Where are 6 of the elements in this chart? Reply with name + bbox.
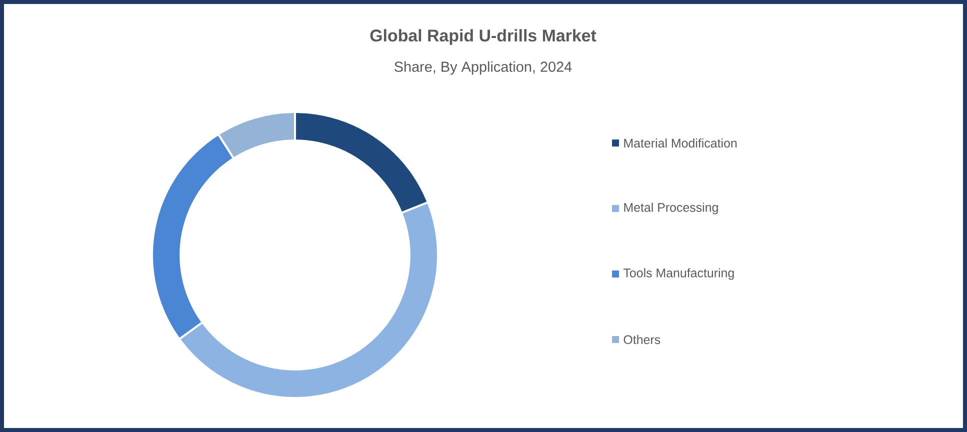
chart-subtitle: Share, By Application, 2024 (394, 61, 572, 75)
legend-label: Metal Processing (624, 202, 718, 214)
legend-label: Material Modification (624, 138, 737, 148)
legend-label: Others (624, 334, 660, 344)
legend-label: Tools Manufacturing (623, 268, 734, 280)
chart-title: Global Rapid U-drills Market (370, 29, 596, 45)
